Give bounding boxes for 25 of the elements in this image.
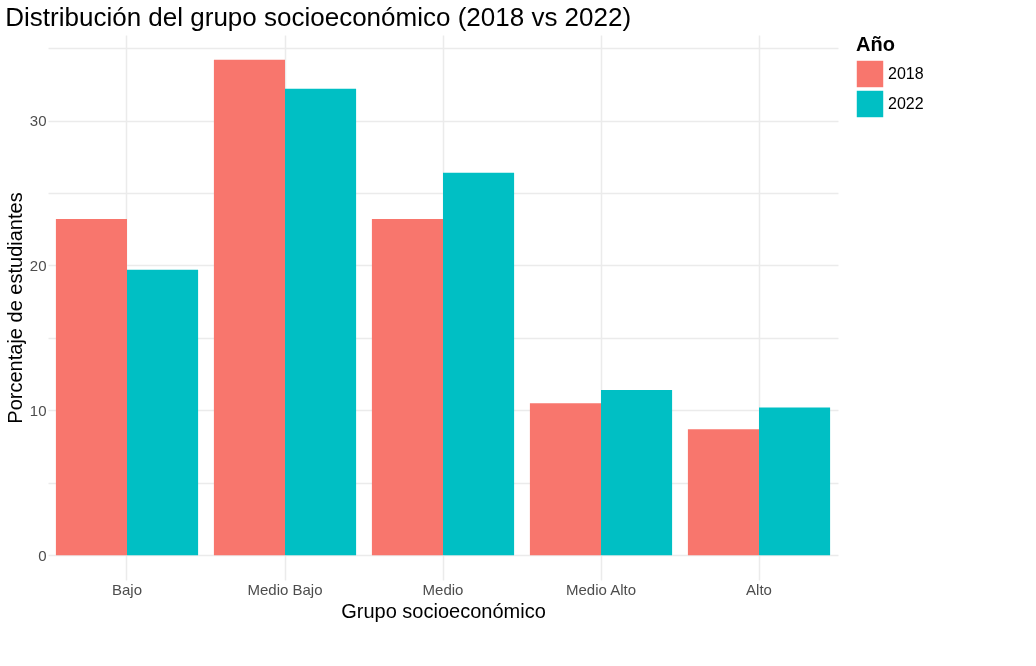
bar [55, 219, 127, 556]
bar [371, 219, 443, 556]
y-tick-label: 30 [29, 112, 47, 130]
bar [759, 407, 831, 556]
bar [213, 59, 285, 556]
y-tick-label: 20 [29, 256, 47, 274]
bar [687, 429, 759, 556]
bar [443, 172, 515, 556]
legend-title: Año [856, 33, 895, 55]
chart-title: Distribución del grupo socioeconómico (2018 vs 2022) [5, 2, 632, 32]
bar [529, 403, 601, 556]
y-tick-label: 10 [29, 401, 47, 419]
x-tick-label: Medio Bajo [247, 580, 323, 598]
x-tick-label: Medio [422, 580, 464, 598]
x-axis-title: Grupo socioeconómico [341, 599, 546, 622]
y-tick-label: 0 [38, 546, 47, 564]
x-tick-label: Medio Alto [565, 580, 637, 598]
y-axis-title: Porcentaje de estudiantes [3, 192, 26, 424]
x-tick-label: Alto [746, 580, 772, 598]
bar [285, 88, 357, 556]
bar [601, 390, 673, 556]
bar [127, 269, 199, 556]
x-tick-label: Bajo [111, 580, 143, 598]
legend-label: 2022 [888, 95, 924, 112]
legend-label: 2018 [888, 65, 924, 82]
